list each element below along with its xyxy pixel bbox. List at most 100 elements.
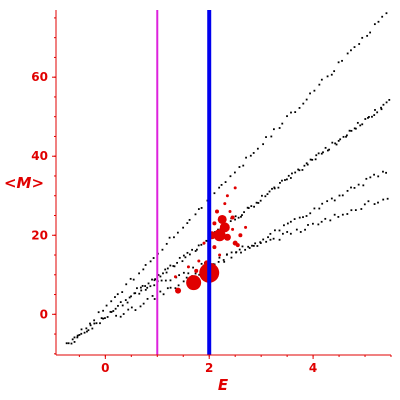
data-point — [110, 300, 113, 303]
data-point — [159, 290, 162, 293]
y-tick-label: 20 — [31, 228, 48, 242]
data-point — [119, 301, 122, 304]
data-point — [76, 336, 79, 339]
data-point — [114, 307, 117, 310]
data-point — [350, 49, 352, 52]
data-point — [184, 256, 187, 259]
data-point — [99, 322, 101, 325]
data-point — [130, 306, 133, 309]
data-point — [277, 186, 280, 189]
data-point — [237, 216, 240, 219]
data-point — [102, 317, 105, 320]
data-point — [329, 219, 332, 222]
data-point — [294, 171, 297, 174]
data-point — [330, 197, 333, 200]
data-point — [381, 15, 384, 18]
data-point — [194, 213, 197, 216]
data-point — [182, 271, 185, 274]
data-point — [302, 216, 304, 219]
data-point — [188, 218, 191, 221]
data-point — [302, 102, 305, 105]
data-point — [309, 158, 312, 161]
data-point — [281, 179, 283, 182]
data-point — [365, 177, 368, 180]
data-point — [200, 262, 203, 265]
data-point — [93, 319, 96, 322]
data-point — [112, 310, 115, 312]
data-point — [234, 218, 236, 221]
data-point — [182, 280, 185, 283]
data-point — [102, 309, 105, 312]
data-point — [304, 228, 306, 231]
data-point — [230, 256, 233, 259]
data-point — [305, 98, 308, 101]
data-point — [149, 260, 152, 263]
data-point — [173, 265, 176, 268]
data-point — [134, 292, 137, 295]
data-point — [254, 242, 257, 245]
data-point — [256, 245, 259, 247]
red-bubble-point — [215, 209, 220, 214]
data-point — [241, 245, 244, 248]
data-point — [188, 253, 191, 256]
data-point — [320, 78, 323, 81]
data-point — [238, 166, 241, 168]
data-point — [274, 229, 276, 232]
data-point — [250, 205, 253, 207]
data-point — [373, 203, 376, 205]
data-point — [176, 261, 178, 264]
data-point — [164, 279, 167, 282]
data-point — [281, 122, 284, 125]
data-point — [298, 169, 301, 172]
data-point — [354, 127, 357, 130]
data-point — [71, 338, 74, 341]
data-point — [286, 178, 288, 181]
data-point — [326, 149, 329, 152]
data-point — [350, 129, 353, 132]
data-point — [196, 248, 198, 251]
data-point — [154, 278, 157, 281]
data-point — [373, 114, 376, 116]
data-point — [317, 223, 320, 226]
data-point — [126, 301, 129, 304]
data-point — [205, 239, 208, 242]
data-point — [317, 152, 320, 155]
red-bubble-point — [186, 275, 202, 291]
data-point — [168, 236, 171, 239]
data-point — [93, 322, 96, 325]
data-point — [334, 142, 337, 145]
data-point — [217, 260, 220, 263]
data-point — [240, 215, 242, 218]
data-point — [359, 124, 362, 127]
data-point — [333, 199, 336, 202]
data-point — [333, 213, 336, 216]
data-point — [307, 224, 309, 226]
data-point — [65, 342, 68, 345]
data-point — [73, 341, 76, 343]
data-point — [346, 134, 348, 137]
data-point — [95, 322, 98, 325]
data-point — [164, 268, 167, 271]
data-point — [139, 305, 142, 308]
red-bubble-point — [212, 245, 217, 250]
data-point — [122, 313, 125, 315]
data-point — [354, 209, 357, 211]
data-point — [110, 311, 113, 313]
data-point — [89, 322, 91, 325]
data-point — [266, 193, 269, 196]
red-bubble-point — [230, 215, 235, 220]
data-point — [339, 138, 342, 141]
data-point — [78, 334, 81, 336]
data-point — [115, 314, 118, 317]
data-point — [200, 243, 203, 246]
data-point — [264, 195, 267, 198]
data-point — [290, 111, 292, 114]
data-point — [80, 332, 83, 335]
data-point — [151, 278, 153, 281]
data-point — [185, 276, 188, 279]
data-point — [200, 207, 203, 209]
data-point — [356, 121, 359, 124]
data-point — [361, 36, 364, 39]
data-point — [104, 317, 106, 320]
